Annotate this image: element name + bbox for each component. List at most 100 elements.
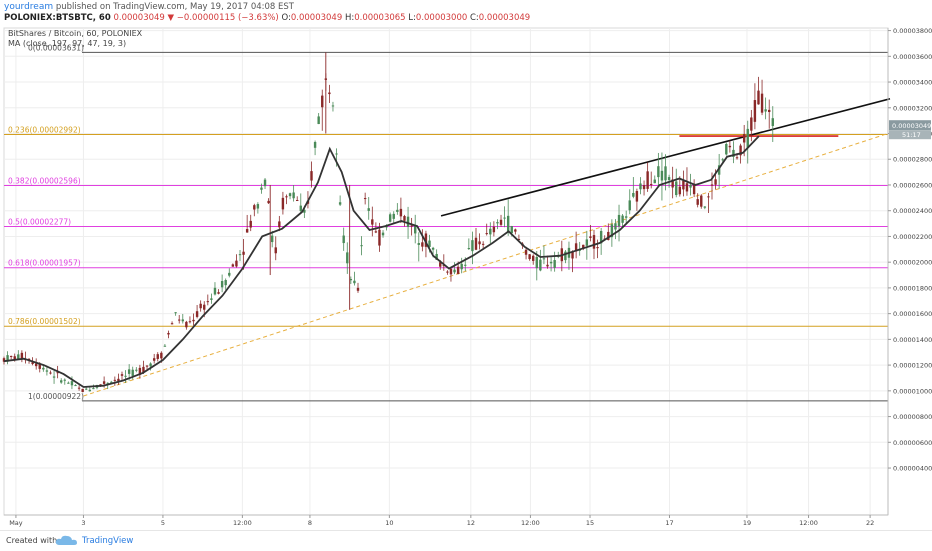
candle-body	[675, 181, 678, 196]
candle-body	[203, 304, 206, 310]
time-tick-label: 17	[665, 519, 673, 527]
tradingview-brand[interactable]: TradingView	[82, 536, 134, 546]
candle-body	[660, 170, 664, 181]
candle-body	[460, 263, 463, 270]
fib-level-label: 0.382(0.00002596)	[8, 176, 81, 185]
candle-body	[725, 143, 728, 155]
time-tick-label: 12:00	[521, 519, 540, 527]
time-tick-label: 3	[81, 519, 85, 527]
candle-body	[396, 209, 399, 212]
candle-body	[131, 369, 134, 376]
candle-body	[753, 100, 757, 122]
candle-body	[335, 153, 338, 155]
candle-body	[464, 264, 467, 266]
candle-body	[231, 264, 235, 267]
candle-body	[349, 279, 353, 281]
candle-body	[181, 319, 184, 322]
candle-body	[52, 376, 56, 378]
candle-body	[374, 231, 378, 233]
price-tick-label: 0.00002400	[893, 207, 932, 215]
fib-level-label: 0.786(0.00001502)	[8, 317, 81, 326]
candle-body	[750, 117, 753, 131]
tradingview-cloud-icon[interactable]	[54, 533, 80, 547]
candle-body	[621, 215, 624, 223]
candle-body	[242, 251, 245, 255]
high-value: 0.00003065	[354, 13, 406, 23]
candle-body	[632, 192, 635, 197]
candle-body	[270, 235, 274, 243]
candle-body	[703, 206, 707, 208]
grid-lines	[4, 28, 888, 515]
candle-body	[721, 159, 724, 161]
candle-body	[152, 358, 156, 361]
price-tick-label: 0.00003600	[893, 53, 932, 61]
candle-body	[549, 261, 553, 264]
series-title: BitShares / Bitcoin, 60, POLONIEX	[8, 29, 143, 38]
author-name[interactable]: yourdream	[4, 2, 54, 12]
candle-body	[596, 247, 599, 249]
time-tick-label: 12:00	[233, 519, 252, 527]
candle-body	[710, 184, 714, 186]
candle-body	[760, 93, 764, 113]
indicator-label[interactable]: MA (close, 197, 97, 47, 19, 3)	[8, 39, 127, 48]
candle-body	[671, 179, 674, 188]
candle-body	[496, 222, 499, 224]
candle-body	[717, 165, 721, 175]
price-tick-label: 0.00003800	[893, 27, 932, 35]
price-tick-label: 0.00000800	[893, 413, 932, 421]
candle-body	[263, 179, 267, 187]
time-tick-label: 12:00	[799, 519, 818, 527]
candle-body	[599, 230, 603, 244]
plot-area[interactable]	[3, 27, 889, 516]
price-axis[interactable]: 0.00003800 0.00003600 0.00003400 0.00003200…	[887, 27, 932, 515]
candle-body	[353, 280, 356, 284]
candle-body	[539, 259, 542, 271]
footer: Created with TradingView	[0, 530, 932, 551]
candle-body	[192, 319, 195, 322]
candle-body	[13, 356, 16, 360]
candle-body	[481, 243, 485, 245]
candle-body	[532, 255, 535, 261]
price-tick-label: 0.00001000	[893, 387, 932, 395]
candle-body	[77, 387, 81, 389]
price-chart[interactable]: 0(0.00003631) 0.236(0.00002992) 0.382(0.00…	[0, 0, 932, 530]
candle-body	[399, 208, 403, 217]
candle-body	[503, 217, 506, 219]
candle-body	[446, 271, 449, 273]
candle-body	[388, 214, 392, 222]
time-tick-label: 10	[385, 519, 393, 527]
candle-body	[421, 242, 424, 247]
candle-body	[156, 354, 159, 359]
candle-body	[174, 312, 177, 314]
candle-body	[188, 321, 192, 323]
down-arrow-icon: ▼	[167, 13, 175, 23]
candle-body	[124, 375, 127, 377]
candle-body	[60, 380, 63, 383]
candle-body	[331, 105, 335, 107]
candle-body	[6, 355, 9, 362]
candle-body	[582, 244, 585, 249]
candle-body	[81, 388, 84, 392]
open-label: O:	[281, 13, 291, 23]
candle-body	[20, 352, 24, 359]
candle-body	[739, 145, 742, 156]
candle-body	[145, 365, 149, 367]
fib-retracement[interactable]: 0(0.00003631) 0.236(0.00002992) 0.382(0.00…	[4, 43, 888, 402]
candle-body	[650, 183, 653, 185]
time-axis[interactable]: May 3 5 12:00 8 10 12 12:00 15 17 19 12:00 22	[4, 514, 888, 527]
candle-body	[56, 372, 59, 374]
candle-body	[163, 345, 167, 347]
candle-body	[281, 197, 285, 210]
candle-body	[732, 149, 735, 157]
candle-body	[664, 166, 667, 181]
candle-body	[292, 192, 295, 199]
candle-body	[574, 243, 578, 252]
candle-body	[564, 251, 567, 261]
candle-body	[406, 216, 410, 227]
candle-body	[296, 200, 299, 202]
low-label: L:	[408, 13, 416, 23]
candle-body	[9, 355, 13, 357]
candle-body	[63, 379, 66, 381]
candle-body	[49, 372, 52, 374]
